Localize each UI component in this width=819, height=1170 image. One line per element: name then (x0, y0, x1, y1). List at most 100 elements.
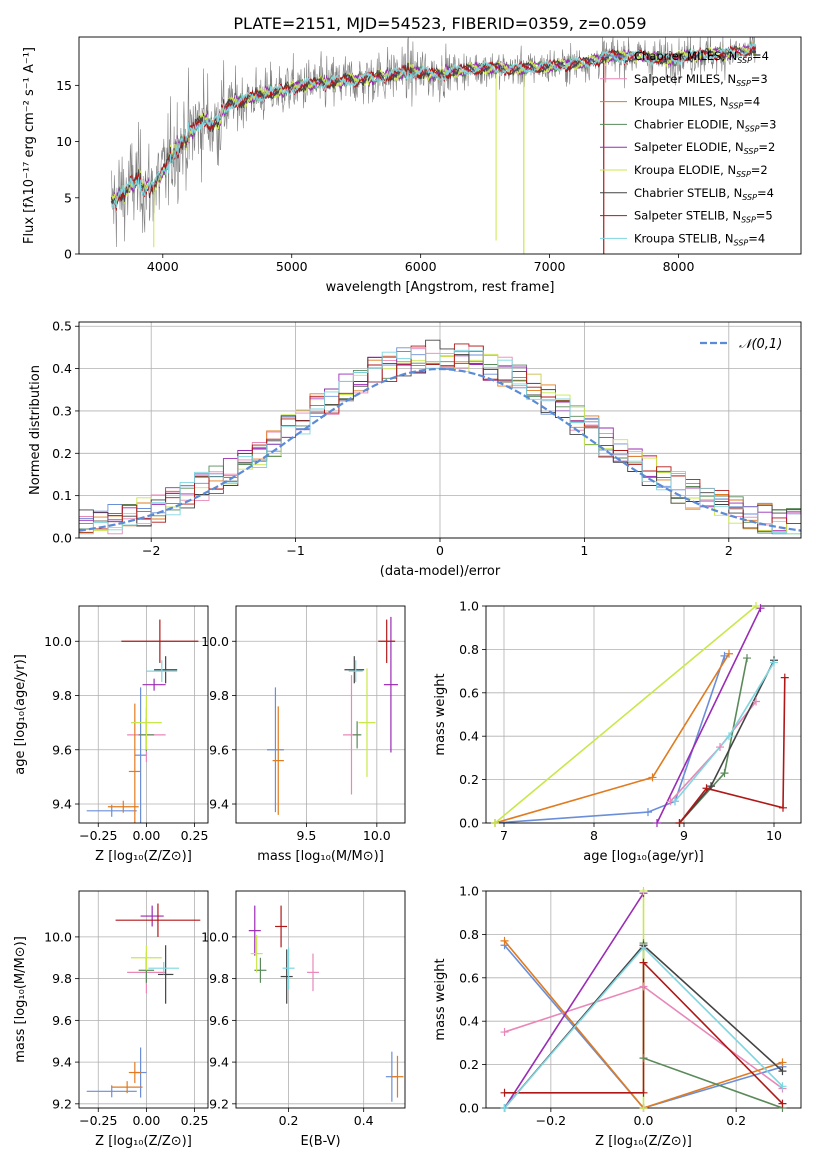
errorbar-point (134, 687, 147, 823)
x-tick-label: 0.00 (132, 828, 160, 843)
weight-series-line (503, 944, 783, 1108)
errorbar-point (111, 1081, 143, 1094)
y-tick-label: 0 (64, 247, 72, 262)
weight-marker (779, 803, 787, 812)
y-tick-label: 9.6 (209, 1013, 229, 1028)
y-tick-label: 5 (64, 190, 72, 205)
x-axis-label: Z [log₁₀(Z/Z⊙)] (595, 1134, 692, 1149)
x-tick-label: 10 (766, 828, 782, 843)
weight-marker (639, 1088, 648, 1097)
x-tick-label: 7000 (534, 259, 566, 274)
weight-series-line (494, 606, 757, 823)
weight-marker (770, 658, 778, 667)
y-tick-label: 9.8 (209, 971, 229, 986)
y-tick-label: 10.0 (201, 929, 229, 944)
legend-entry-subscript: SSP (736, 79, 751, 88)
x-tick-label: 0.4 (354, 1113, 374, 1128)
legend-entry-text: Chabrier STELIB, N (634, 186, 742, 200)
errorbar-point (250, 934, 263, 973)
panel-age-vs-mass: 9.5 10.0 9.4 9.6 9.8 10.0 mass [log₁₀(M/M⊙)] (201, 605, 406, 864)
x-axis-label: wavelength [Angstrom, rest frame] (326, 280, 555, 295)
x-tick-label: −2 (142, 543, 160, 558)
y-tick-label: 15 (56, 78, 72, 93)
plot-area (86, 619, 199, 823)
weight-marker (778, 1058, 787, 1067)
x-tick-label: 7 (500, 828, 508, 843)
y-tick-label: 0.2 (459, 772, 479, 787)
weight-series-line (494, 655, 726, 823)
errorbar-point (358, 668, 376, 777)
x-tick-label: 0.2 (726, 1113, 746, 1128)
legend-entry-subscript: SSP (742, 193, 757, 202)
plot-area (110, 37, 757, 254)
axes-frame (235, 890, 406, 1109)
legend-entry: Kroupa MILES, NSSP=4 (634, 95, 760, 111)
y-tick-label: 0.8 (459, 927, 479, 942)
y-tick-label: 0.5 (52, 319, 72, 334)
histogram-legend: 𝒩(0,1) (700, 337, 782, 352)
panel-weight-vs-age: 7 8 9 10 0.0 0.2 0.4 0.6 0.8 1.0 age [log₁₀(age/yr… (433, 599, 802, 864)
y-tick-label: 9.8 (209, 688, 229, 703)
errorbar-point (121, 619, 199, 663)
errorbar-point (140, 905, 164, 927)
legend-entry-subscript: SSP (729, 102, 744, 111)
plot-area (266, 616, 398, 815)
weight-marker (720, 769, 729, 778)
legend-entry-subscript: SSP (734, 238, 749, 247)
x-axis-label: (data-model)/error (380, 564, 501, 579)
weight-marker (639, 1054, 648, 1063)
y-tick-label: 0.0 (459, 816, 479, 831)
legend-entry: 𝒩(0,1) (739, 337, 782, 352)
legend-entry-text: Kroupa MILES, N (634, 95, 729, 109)
legend-entry-subscript: SSP (737, 56, 752, 65)
axes-frame (78, 605, 209, 824)
weight-marker (639, 887, 648, 895)
weight-marker (756, 604, 765, 613)
weight-marker (725, 649, 733, 658)
errorbar-point (130, 945, 162, 971)
y-tick-label: 10 (56, 134, 72, 149)
axes-frame (485, 605, 802, 824)
legend-entry-value: =4 (757, 186, 774, 200)
observed-spectrum-line (110, 37, 757, 248)
errorbar-point (115, 903, 201, 937)
y-tick-label: 9.4 (209, 797, 229, 812)
weight-series-line (494, 653, 730, 823)
legend-entry-text: Salpeter ELODIE, N (634, 140, 744, 154)
y-tick-label: 9.2 (209, 1096, 229, 1111)
legend-entry: Chabrier STELIB, NSSP=4 (634, 186, 774, 202)
errorbar-point (148, 961, 180, 975)
errorbar-point (248, 905, 261, 956)
axes-frame (78, 890, 209, 1109)
weight-marker (500, 1088, 509, 1097)
panel-residuals: −2 −1 0 1 2 0.0 0.1 0.2 0.3 0.4 0.5 (data-model)/er… (28, 319, 802, 579)
x-tick-label: −0.25 (79, 828, 117, 843)
x-tick-label: 0.25 (181, 1113, 209, 1128)
legend-entry-text: Salpeter MILES, N (634, 72, 736, 86)
weight-series-line (678, 657, 748, 823)
weight-marker (675, 819, 684, 827)
weight-marker (639, 943, 648, 952)
errorbar-point (154, 656, 178, 684)
plot-area (494, 606, 786, 823)
y-tick-label: 0.0 (52, 531, 72, 546)
weight-marker (500, 1104, 509, 1112)
y-tick-label: 10.0 (201, 634, 229, 649)
errorbar-point (391, 1055, 404, 1098)
figure-title: PLATE=2151, MJD=54523, FIBERID=0359, z=0… (233, 14, 646, 33)
panel-spectrum: 4000 5000 6000 7000 8000 0 5 10 15 wavelength [An… (22, 36, 802, 295)
weight-marker (648, 773, 657, 782)
axes-frame (235, 605, 406, 824)
y-tick-label: 0.1 (52, 488, 72, 503)
legend-entry-text: Kroupa STELIB, N (634, 231, 734, 245)
legend-entry-value: =3 (751, 72, 768, 86)
y-tick-label: 0.6 (459, 685, 479, 700)
x-tick-label: 0.00 (132, 1113, 160, 1128)
weight-marker (639, 958, 648, 967)
weight-marker (500, 1028, 509, 1037)
legend-entry: Chabrier ELODIE, NSSP=3 (634, 117, 776, 133)
x-tick-label: 8 (590, 828, 598, 843)
x-axis-label: Z [log₁₀(Z/Z⊙)] (95, 849, 192, 864)
x-tick-label: 0.2 (279, 1113, 299, 1128)
plot-area (86, 903, 201, 1098)
